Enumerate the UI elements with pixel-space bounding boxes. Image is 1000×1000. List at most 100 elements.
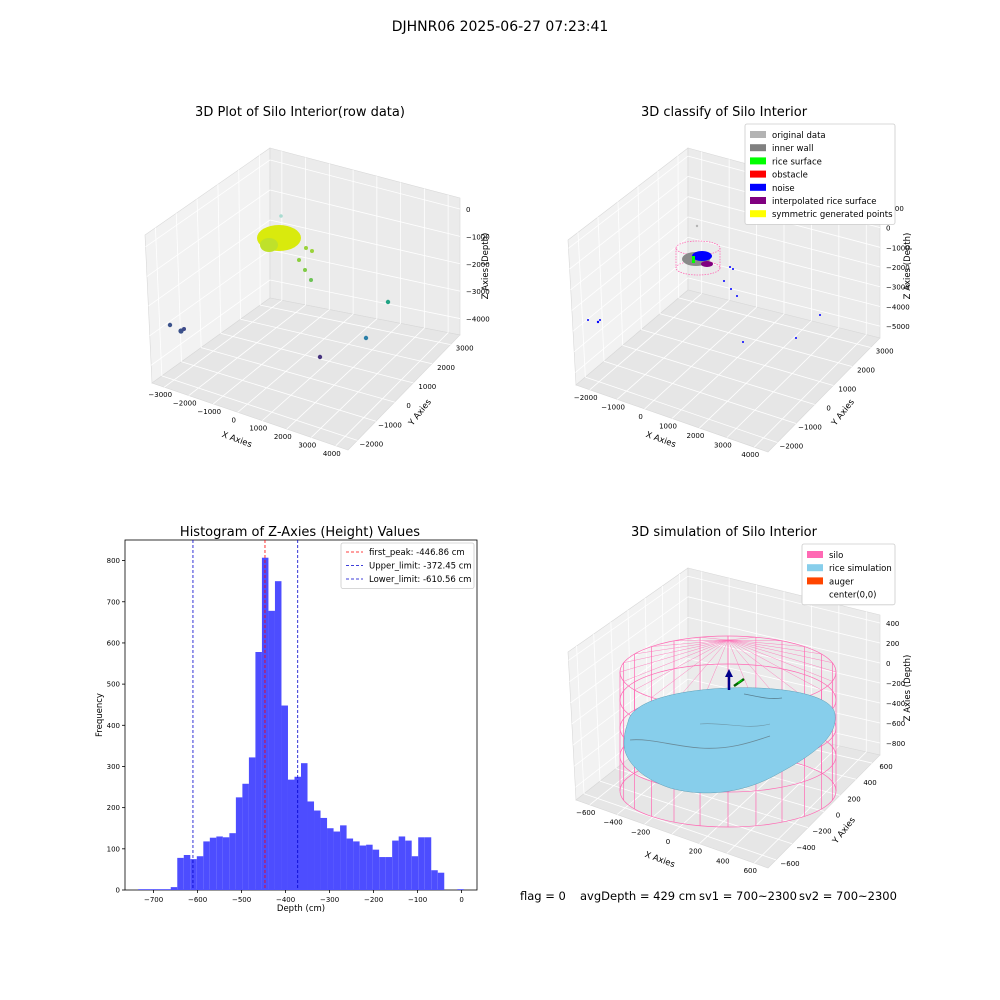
y-tick-label: −2000 [359,440,383,448]
grid-line [599,780,793,845]
grid-line [583,793,777,861]
legend-label: interpolated rice surface [772,197,877,207]
grid-line [677,155,680,298]
hist-bar [216,836,223,890]
hist-bar [333,831,341,890]
hist-bar [209,837,217,890]
x-tick-label: 600 [744,867,757,875]
z-tick-label: −800 [886,740,905,748]
x-tick-label: −100 [408,896,427,904]
hist-bar [379,857,386,890]
grid-line [593,633,601,782]
grid-line [678,297,871,348]
grid-line [572,658,689,746]
y-tick-label: 1000 [418,383,436,391]
legend-label: Lower_limit: -610.56 cm [369,575,471,585]
raw-point [297,258,301,262]
x-tick-label: −700 [144,896,163,904]
sim-rice-shade [743,693,783,699]
grid-line [269,279,461,319]
z-tick-label: 200 [886,640,899,648]
hist-bar [320,817,328,890]
classify-zlabel: Z Axies (Depth) [903,233,913,300]
x-tick-label: −1000 [601,403,625,411]
x-tick-label: 0 [666,838,670,846]
grid-line [269,249,461,292]
silo-roof-line [727,637,756,641]
x-tick-label: 2000 [687,432,705,440]
silo-roof-line [727,639,833,663]
panel-simulation-3d: 3D simulation of Silo Interior −600−400−… [567,525,913,875]
classify-interp-cluster [701,261,713,267]
grid-line [687,658,881,704]
classify-xlabel: X Axies [644,430,677,450]
z-tick-label: −4000 [886,303,910,311]
hist-xlabel: Depth (cm) [277,904,325,914]
grid-line [150,279,271,366]
z-tick-label: −200 [886,680,905,688]
grid-line [577,232,586,378]
sim-xlabel: X Axies [643,850,676,870]
hist-bar [268,610,275,890]
z-tick-label: 400 [886,620,899,628]
hist-bar [177,857,184,890]
silo-roof-line [727,639,822,691]
figure-title: DJHNR06 2025-06-27 07:23:41 [392,19,609,35]
grid-line [175,213,182,362]
grid-line [568,155,689,249]
y-tick-label: 600 [107,639,120,647]
x-tick-label: −400 [604,819,623,827]
hist-bar [248,757,256,890]
grid-line [622,345,815,405]
grid-line [637,186,642,330]
y-tick-label: 500 [107,681,120,689]
legend-swatch [750,183,766,191]
sim-ylabel: Y Axies [830,815,858,847]
classify-noise-point [819,314,821,316]
y-tick-label: −1000 [378,421,402,429]
status-sv2: sv2 = 700~2300 [799,889,897,903]
grid-line [155,227,163,376]
classify-rice-mark [692,256,695,263]
legend-swatch [750,144,766,152]
hist-bar [437,872,445,890]
x-tick-label: 1000 [659,423,677,431]
classify-noise-point [742,341,744,343]
grid-line [687,216,881,268]
z-tick-label: −2000 [466,261,490,269]
silo-roof-line [634,639,729,655]
y-tick-label: 3000 [876,348,894,356]
grid-line [576,645,585,794]
silo-roof-line [727,639,783,642]
grid-line [570,196,689,291]
grid-line [754,334,867,448]
raw-point [303,268,307,272]
silo-roof-line [727,639,822,655]
hist-bar [307,801,315,890]
x-tick-label: −600 [576,809,595,817]
raw-zlabel: Z Axies (Depth) [481,233,491,300]
grid-line [164,299,283,388]
x-tick-label: 3000 [298,441,316,449]
x-tick-label: −1000 [197,408,221,416]
grid-line [310,327,425,438]
classify-noise-cluster [692,251,712,261]
x-tick-label: 4000 [323,450,341,458]
z-tick-label: −600 [886,720,905,728]
z-tick-label: 0 [466,206,470,214]
y-tick-label: −200 [812,828,831,836]
legend-swatch [807,564,823,572]
x-tick-label: −300 [320,896,339,904]
hist-bar [255,652,262,890]
grid-line [699,320,812,429]
hist-bar [196,856,204,890]
status-line: flag = 0 avgDepth = 429 cm sv1 = 700~230… [520,889,897,903]
status-avg-depth: avgDepth = 429 cm [580,889,696,903]
legend-label: inner wall [772,144,813,154]
classify-noise-point [795,337,797,339]
y-tick-label: 0 [116,887,120,895]
hist-bar [327,828,334,890]
grid-line [148,219,271,307]
y-tick-label: 2000 [437,364,455,372]
legend-label: rice simulation [829,564,892,574]
